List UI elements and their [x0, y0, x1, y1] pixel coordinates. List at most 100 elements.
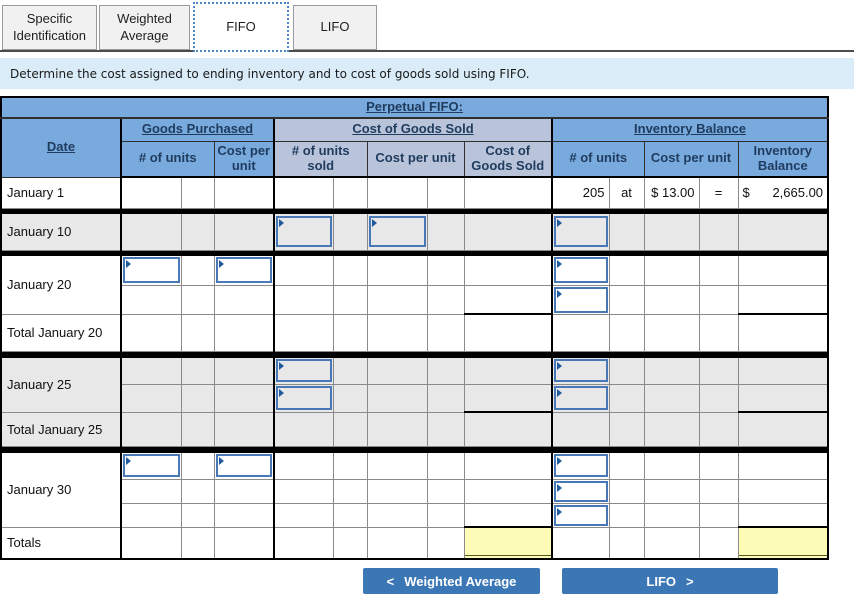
cell: [367, 214, 428, 251]
empty-cell: [699, 314, 739, 352]
empty-cell: [644, 453, 700, 480]
empty-cell: [699, 527, 739, 560]
empty-cell: [609, 479, 645, 504]
empty-cell: [699, 412, 739, 447]
empty-cell: [609, 453, 645, 480]
empty-cell: [181, 358, 215, 385]
chevron-left-icon: <: [386, 573, 395, 589]
empty-cell: [427, 285, 465, 315]
section-divider: [1, 208, 829, 214]
header-cogs-total: Cost of Goods Sold: [464, 141, 553, 178]
empty-cell: [274, 503, 334, 528]
empty-cell: [699, 453, 739, 480]
empty-cell: [333, 256, 368, 286]
cell: [121, 256, 182, 286]
jan20-ib-units-input-1[interactable]: [554, 257, 608, 284]
jan25-cogs-units-input-1[interactable]: [276, 359, 332, 383]
empty-cell: [181, 214, 215, 251]
empty-cell: [464, 503, 553, 528]
empty-cell: [121, 285, 182, 315]
empty-cell: [427, 412, 465, 447]
table-title: Perpetual FIFO:: [1, 97, 829, 119]
empty-cell: [644, 285, 700, 315]
empty-cell: [367, 384, 428, 413]
cell: [552, 214, 610, 251]
cell: [552, 384, 610, 413]
header-gp-cost: Cost per unit: [214, 141, 275, 178]
empty-cell: [121, 177, 182, 209]
jan30-ib-units-input-3[interactable]: [554, 504, 608, 526]
jan30-ib-units-input-2[interactable]: [554, 480, 608, 502]
cell: [552, 256, 610, 286]
jan25-ib-units-input-1[interactable]: [554, 359, 608, 383]
jan1-at-label: at: [609, 177, 645, 209]
chevron-right-icon: >: [686, 573, 694, 589]
section-divider: [1, 250, 829, 256]
empty-cell: [367, 453, 428, 480]
empty-cell: [181, 384, 215, 413]
empty-cell: [274, 412, 334, 447]
empty-cell: [609, 256, 645, 286]
empty-cell: [699, 358, 739, 385]
empty-cell: [464, 214, 553, 251]
tab-weighted-average[interactable]: Weighted Average: [99, 5, 190, 50]
jan30-gp-cost-input[interactable]: [215, 454, 272, 478]
jan25-cogs-units-input-2[interactable]: [276, 386, 332, 410]
jan30-ib-units-input-1[interactable]: [554, 454, 608, 478]
header-cost-of-goods-sold: Cost of Goods Sold: [274, 118, 553, 142]
empty-cell: [738, 384, 829, 413]
empty-cell: [552, 527, 610, 560]
empty-cell: [464, 479, 553, 504]
weighted-average-button[interactable]: < Weighted Average: [363, 568, 540, 594]
empty-cell: [427, 527, 465, 560]
empty-cell: [274, 453, 334, 480]
empty-cell: [699, 256, 739, 286]
empty-cell: [427, 177, 465, 209]
empty-cell: [214, 214, 275, 251]
jan10-cogs-cost-input[interactable]: [368, 216, 426, 248]
empty-cell: [181, 177, 215, 209]
tab-fifo[interactable]: FIFO: [193, 2, 289, 52]
row-label-january-20: January 20: [1, 256, 122, 315]
lifo-button[interactable]: LIFO >: [562, 568, 778, 594]
total25-cogs-cell: [464, 411, 553, 447]
empty-cell: [609, 314, 645, 352]
jan30-gp-units-input[interactable]: [123, 454, 180, 478]
empty-cell: [121, 314, 182, 352]
empty-cell: [699, 214, 739, 251]
empty-cell: [181, 256, 215, 286]
jan10-ib-units-input[interactable]: [554, 216, 608, 248]
tabs-divider: [0, 50, 854, 52]
empty-cell: [609, 214, 645, 251]
tab-specific-identification[interactable]: Specific Identification: [2, 5, 97, 50]
empty-cell: [367, 177, 428, 209]
empty-cell: [214, 358, 275, 385]
empty-cell: [464, 453, 553, 480]
jan25-ib-units-input-2[interactable]: [554, 386, 608, 410]
empty-cell: [333, 384, 368, 413]
jan20-ib-units-input-2[interactable]: [554, 286, 608, 313]
empty-cell: [274, 527, 334, 560]
total25-balance-cell: [738, 411, 829, 447]
empty-cell: [181, 285, 215, 315]
jan20-gp-cost-input[interactable]: [215, 257, 272, 284]
empty-cell: [121, 358, 182, 385]
cell: [214, 256, 275, 286]
tab-lifo[interactable]: LIFO: [293, 5, 377, 50]
jan20-gp-units-input[interactable]: [123, 257, 180, 284]
jan10-cogs-units-input[interactable]: [276, 216, 332, 248]
cell: [274, 214, 334, 251]
currency-symbol: $: [742, 185, 750, 201]
empty-cell: [274, 285, 334, 315]
empty-cell: [699, 285, 739, 315]
cell: [274, 358, 334, 385]
header-ib-cost: Cost per unit: [644, 141, 739, 178]
empty-cell: [274, 314, 334, 352]
cell: [214, 453, 275, 480]
instruction-text: Determine the cost assigned to ending in…: [10, 66, 530, 81]
empty-cell: [333, 412, 368, 447]
totals-cogs-result-cell: [464, 526, 553, 560]
empty-cell: [181, 412, 215, 447]
row-label-total-january-25: Total January 25: [1, 412, 122, 447]
empty-cell: [427, 256, 465, 286]
